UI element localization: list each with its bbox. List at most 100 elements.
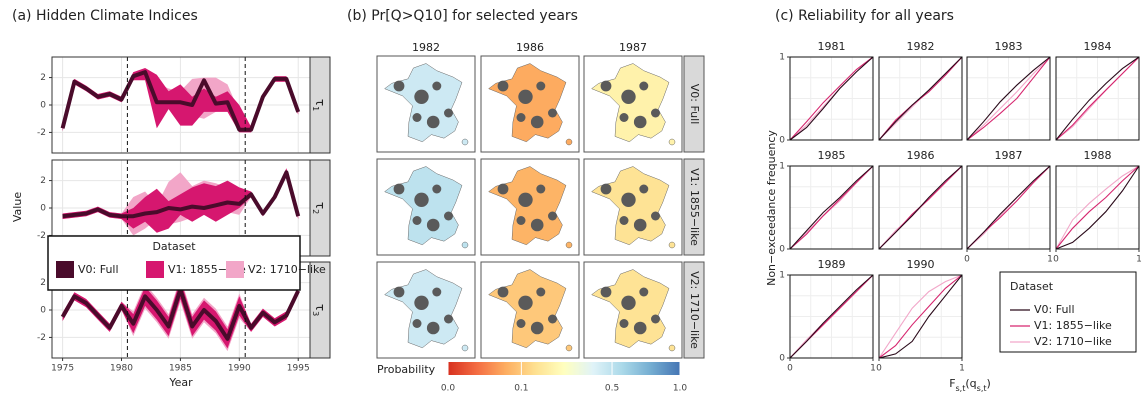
strip-symbol: τ xyxy=(314,304,328,311)
facet-strip xyxy=(309,159,331,257)
map-corsica xyxy=(461,241,469,249)
map-gap xyxy=(432,184,442,194)
map-gap xyxy=(621,89,636,105)
facet-strip-label: τ3 xyxy=(311,304,328,316)
reliability-line xyxy=(789,56,874,141)
panel-border xyxy=(1055,56,1140,141)
map-gap xyxy=(393,183,405,195)
map-gap xyxy=(633,115,647,129)
facet-title: 1989 xyxy=(818,258,846,271)
column-header: 1982 xyxy=(412,41,440,54)
panel-border xyxy=(789,274,874,359)
map-gap xyxy=(530,321,544,335)
map-gap xyxy=(393,80,405,92)
legend-label: V0: Full xyxy=(1034,303,1075,316)
reliability-line xyxy=(878,274,963,359)
map-gap xyxy=(536,287,546,297)
map-corsica xyxy=(668,344,676,352)
legend-swatch xyxy=(146,261,164,278)
facet-title: 1983 xyxy=(995,40,1023,53)
strip-symbol: τ xyxy=(314,202,328,209)
map-gap xyxy=(497,183,509,195)
facet-strip xyxy=(309,56,331,154)
x-label-part: (q xyxy=(965,377,976,390)
reliability-line xyxy=(1055,165,1140,250)
x-tick-label: 1975 xyxy=(51,364,74,374)
y-tick-label: 0 xyxy=(40,306,46,316)
x-tick-label: 0 xyxy=(964,255,970,265)
legend-title: Dataset xyxy=(1010,280,1054,293)
column-header: 1986 xyxy=(516,41,544,54)
map-corsica xyxy=(461,344,469,352)
colorbar-tick-label: 0.5 xyxy=(605,384,619,394)
legend-swatch xyxy=(226,261,244,278)
map-gap xyxy=(548,314,557,324)
reliability-line xyxy=(789,165,874,250)
map-gap xyxy=(548,108,557,118)
x-tick-label: 0 xyxy=(876,364,882,374)
x-tick-label: 1995 xyxy=(287,364,310,374)
reliability-line xyxy=(878,274,963,359)
y-tick-label: 1 xyxy=(779,162,785,172)
x-tick-label: 1985 xyxy=(169,364,192,374)
panel-b-title: (b) Pr[Q>Q10] for selected years xyxy=(347,8,578,24)
y-tick-label: 1 xyxy=(779,53,785,63)
map-gap xyxy=(426,321,440,335)
map-gap xyxy=(600,183,612,195)
map-gap xyxy=(412,113,422,122)
facet-strip-label: τ2 xyxy=(311,202,328,214)
reliability-line xyxy=(878,165,963,250)
strip-subscript: 3 xyxy=(311,311,320,316)
facet-strip xyxy=(683,55,705,153)
row-header: V1: 1855−like xyxy=(688,168,701,246)
panel-border xyxy=(878,56,963,141)
x-tick-label: 1 xyxy=(959,364,965,374)
reliability-line xyxy=(789,165,874,250)
map-corsica xyxy=(668,241,676,249)
y-tick-label: 2 xyxy=(40,278,46,288)
facet-strip xyxy=(309,261,331,359)
reliability-line xyxy=(966,165,1051,250)
map-gap xyxy=(639,81,649,91)
map-gap xyxy=(619,319,629,328)
x-axis-label: Year xyxy=(168,376,193,389)
reliability-line xyxy=(966,56,1051,141)
band xyxy=(62,277,299,352)
facet-strip xyxy=(683,261,705,359)
y-tick-label: 0 xyxy=(40,204,46,214)
x-tick-label: 1980 xyxy=(110,364,133,374)
x-tick-label: 1 xyxy=(870,364,876,374)
facet-title: 1986 xyxy=(907,149,935,162)
map-corsica xyxy=(565,344,573,352)
panel-border xyxy=(966,56,1051,141)
map-gap xyxy=(633,321,647,335)
map-gap xyxy=(530,218,544,232)
band xyxy=(62,68,299,133)
facet-title: 1981 xyxy=(818,40,846,53)
reliability-line xyxy=(966,56,1051,141)
facet-title: 1982 xyxy=(907,40,935,53)
facet-title: 1990 xyxy=(907,258,935,271)
line xyxy=(62,170,301,219)
map-gap xyxy=(536,81,546,91)
legend-swatch xyxy=(56,261,74,278)
strip-subscript: 2 xyxy=(311,209,320,214)
row-header: V0: Full xyxy=(688,84,701,125)
map-corsica xyxy=(565,138,573,146)
map-gap xyxy=(414,295,429,310)
x-label-subscript: s,t xyxy=(956,384,966,393)
map-gap xyxy=(530,115,544,129)
map-gap xyxy=(548,211,557,221)
map-gap xyxy=(444,108,453,118)
map-gap xyxy=(414,192,429,207)
legend-box xyxy=(999,271,1137,353)
x-tick-label: 0 xyxy=(1053,255,1059,265)
x-label-subscript: s,t xyxy=(977,384,987,393)
y-tick-label: 0 xyxy=(779,136,785,146)
map-gap xyxy=(639,184,649,194)
map-gap xyxy=(518,192,533,207)
reliability-line xyxy=(878,56,963,141)
y-axis-label: Value xyxy=(11,192,24,222)
map-gap xyxy=(412,216,422,225)
y-tick-label: 2 xyxy=(40,176,46,186)
